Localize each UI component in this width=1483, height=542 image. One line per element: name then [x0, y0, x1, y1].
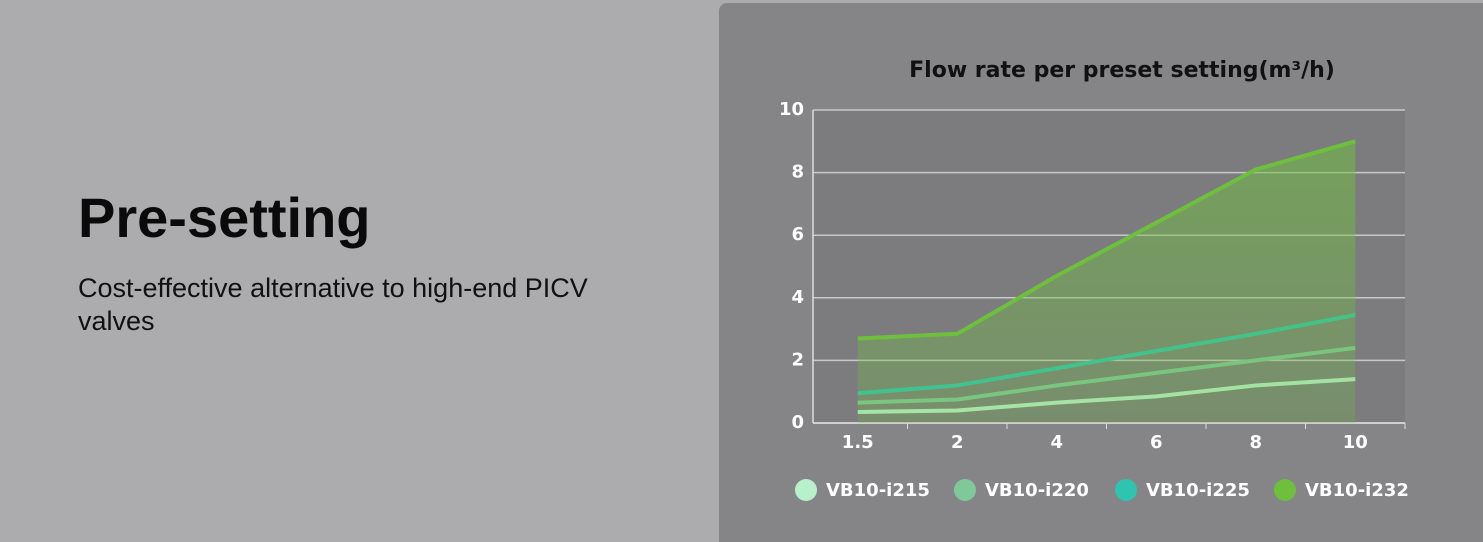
y-tick-label: 8	[791, 162, 804, 183]
line	[857, 139, 1356, 341]
x-tick-label: 2	[951, 432, 964, 453]
y-tick-label: 4	[791, 287, 804, 308]
legend-swatch	[954, 479, 976, 501]
y-tick-label: 10	[779, 99, 804, 120]
legend-label: VB10-i225	[1146, 480, 1250, 501]
intro: Pre-setting Cost-effective alternative t…	[78, 185, 638, 338]
x-tick-label: 1.5	[842, 432, 874, 453]
description: Cost-effective alternative to high-end P…	[78, 273, 588, 336]
x-tick-label: 8	[1249, 432, 1262, 453]
chart-title: Flow rate per preset setting(m³/h)	[909, 58, 1335, 83]
y-tick-label: 2	[791, 349, 804, 370]
legend-swatch	[1115, 479, 1137, 501]
x-tick-label: 6	[1150, 432, 1163, 453]
x-tick-label: 4	[1050, 432, 1063, 453]
legend-swatch	[795, 479, 817, 501]
heading: Pre-setting	[78, 186, 371, 249]
y-tick-label: 0	[791, 412, 804, 433]
legend-label: VB10-i220	[985, 480, 1089, 501]
x-tick-label: 10	[1343, 432, 1368, 453]
legend-swatch	[1274, 479, 1296, 501]
legend-label: VB10-i215	[826, 480, 930, 501]
legend-label: VB10-i232	[1305, 480, 1409, 501]
y-tick-label: 6	[791, 224, 804, 245]
area	[857, 141, 1356, 424]
